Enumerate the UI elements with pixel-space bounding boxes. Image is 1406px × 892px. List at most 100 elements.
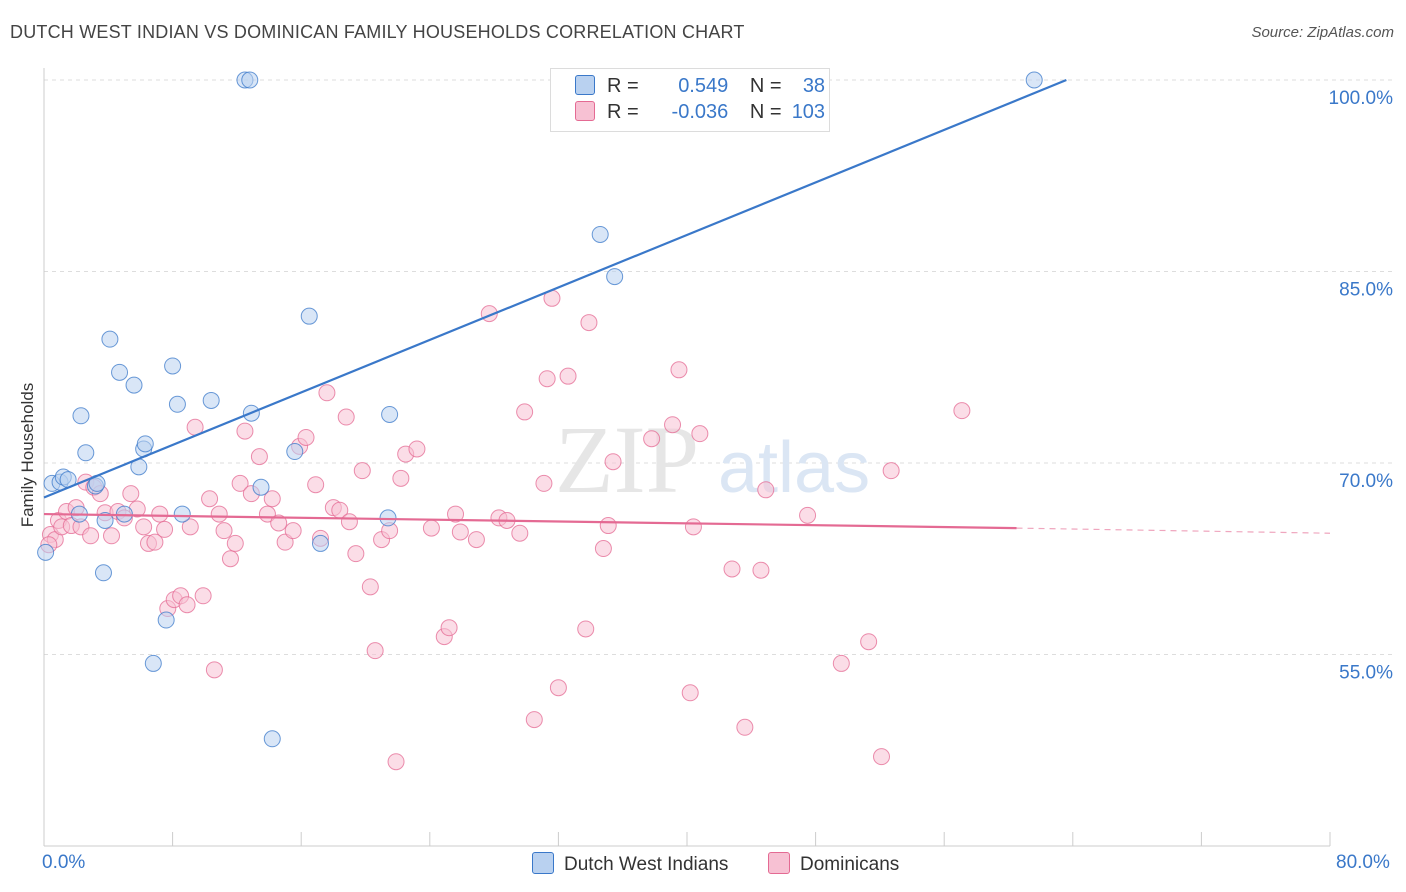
- y-axis-label: Family Households: [18, 382, 37, 528]
- data-point-dutch-west-indian: [72, 407, 90, 425]
- data-point-dutch-west-indian: [136, 435, 154, 453]
- data-point-dominican: [181, 518, 199, 536]
- data-point-dominican: [353, 462, 371, 480]
- data-point-dominican: [135, 518, 153, 536]
- data-point-dominican: [276, 533, 294, 551]
- bottom-legend-label: Dominicans: [800, 854, 900, 875]
- legend-r-value: -0.036: [671, 101, 729, 123]
- y-tick-label: 100.0%: [1329, 88, 1394, 109]
- watermark: ZIP atlas: [555, 406, 870, 513]
- data-point-dominican: [215, 522, 233, 540]
- data-point-dominican: [156, 520, 174, 538]
- data-point-dutch-west-indian: [111, 363, 129, 381]
- data-point-dominican: [580, 314, 598, 332]
- chart-title: DUTCH WEST INDIAN VS DOMINICAN FAMILY HO…: [10, 22, 745, 42]
- legend-r-label: R =: [607, 75, 639, 97]
- data-point-dominican: [122, 485, 140, 503]
- data-point-dutch-west-indian: [77, 444, 95, 462]
- data-point-dutch-west-indian: [286, 443, 304, 461]
- data-point-dominican: [422, 519, 440, 537]
- data-point-dominican: [236, 422, 254, 440]
- legend-n-label: N =: [749, 101, 782, 123]
- x-tick-label-max: 80.0%: [1336, 852, 1390, 873]
- blue-swatch-icon: [532, 852, 554, 874]
- data-point-dominican: [549, 679, 567, 697]
- data-point-dominican: [577, 620, 595, 638]
- data-point-dominican: [318, 384, 336, 402]
- data-point-dominican: [440, 619, 458, 637]
- trend-line-dominicans: [43, 512, 1017, 530]
- data-point-dutch-west-indian: [164, 357, 182, 375]
- data-point-dominican: [392, 469, 410, 487]
- data-point-dutch-west-indian: [606, 268, 624, 286]
- bottom-legend-dominicans: Dominicans: [768, 852, 899, 876]
- data-point-dutch-west-indian: [381, 405, 399, 423]
- data-point-dominican: [643, 430, 661, 448]
- data-point-dominican: [408, 440, 426, 458]
- data-point-dominican: [146, 533, 164, 551]
- legend-n-value: 38: [802, 75, 826, 97]
- data-point-dominican: [604, 453, 622, 471]
- data-point-dominican: [387, 753, 405, 771]
- data-point-dutch-west-indian: [101, 330, 119, 348]
- data-point-dominican: [511, 524, 529, 542]
- data-point-dutch-west-indian: [96, 511, 114, 529]
- data-point-dominican: [832, 654, 850, 672]
- data-point-dominican: [340, 513, 358, 531]
- data-point-dominican: [723, 560, 741, 578]
- data-point-dominican: [103, 527, 121, 545]
- data-point-dominican: [953, 402, 971, 420]
- data-point-dutch-west-indian: [94, 564, 112, 582]
- data-point-dominican: [337, 408, 355, 426]
- data-point-dutch-west-indian: [157, 611, 175, 629]
- data-point-dominican: [447, 505, 465, 523]
- data-point-dominican: [670, 361, 688, 379]
- data-point-dominican: [467, 531, 485, 549]
- blue-swatch-icon: [575, 75, 595, 95]
- data-point-dutch-west-indian: [591, 225, 609, 243]
- data-point-dominican: [347, 545, 365, 563]
- data-point-dominican: [599, 517, 617, 535]
- data-point-dominican: [873, 748, 891, 766]
- data-point-dominican: [263, 490, 281, 508]
- data-point-dominican: [194, 587, 212, 605]
- legend-n-label: N =: [749, 75, 782, 97]
- data-point-dominican: [231, 474, 249, 492]
- data-point-dominican: [201, 490, 219, 508]
- legend-row-blue: R = 0.549 N = 38: [575, 75, 825, 101]
- data-point-dutch-west-indian: [311, 534, 329, 552]
- watermark-atlas: atlas: [718, 428, 870, 508]
- data-point-dominican: [205, 661, 223, 679]
- data-point-dominican: [538, 370, 556, 388]
- data-point-dutch-west-indian: [1025, 71, 1043, 89]
- data-point-dutch-west-indian: [300, 307, 318, 325]
- data-point-dominican: [210, 505, 228, 523]
- data-point-dutch-west-indian: [168, 395, 186, 413]
- data-point-dominican: [559, 367, 577, 385]
- data-point-dominican: [307, 476, 325, 494]
- data-point-dominican: [516, 403, 534, 421]
- data-point-dominican: [297, 428, 315, 446]
- data-point-dominican: [178, 596, 196, 614]
- pink-swatch-icon: [575, 101, 595, 121]
- data-point-dutch-west-indian: [241, 71, 259, 89]
- data-point-dutch-west-indian: [173, 505, 191, 523]
- data-point-dominican: [757, 481, 775, 499]
- y-tick-label: 70.0%: [1339, 471, 1393, 492]
- data-point-dominican: [684, 518, 702, 536]
- data-point-dominican: [284, 522, 302, 540]
- legend-r-label: R =: [607, 101, 639, 123]
- legend-r-value: 0.549: [678, 75, 729, 97]
- data-point-dominican: [221, 550, 239, 568]
- data-point-dominican: [361, 578, 379, 596]
- data-point-dutch-west-indian: [202, 391, 220, 409]
- data-point-dominican: [736, 718, 754, 736]
- data-point-dominican: [594, 540, 612, 558]
- data-point-dominican: [691, 425, 709, 443]
- data-point-dutch-west-indian: [263, 730, 281, 748]
- data-point-dominican: [226, 534, 244, 552]
- x-tick-label-min: 0.0%: [42, 852, 86, 873]
- data-point-dominican: [270, 514, 288, 532]
- trend-line-dominicans-extension: [1016, 527, 1331, 534]
- correlation-legend: R = 0.549 N = 38 R = -0.036 N = 103: [550, 68, 830, 132]
